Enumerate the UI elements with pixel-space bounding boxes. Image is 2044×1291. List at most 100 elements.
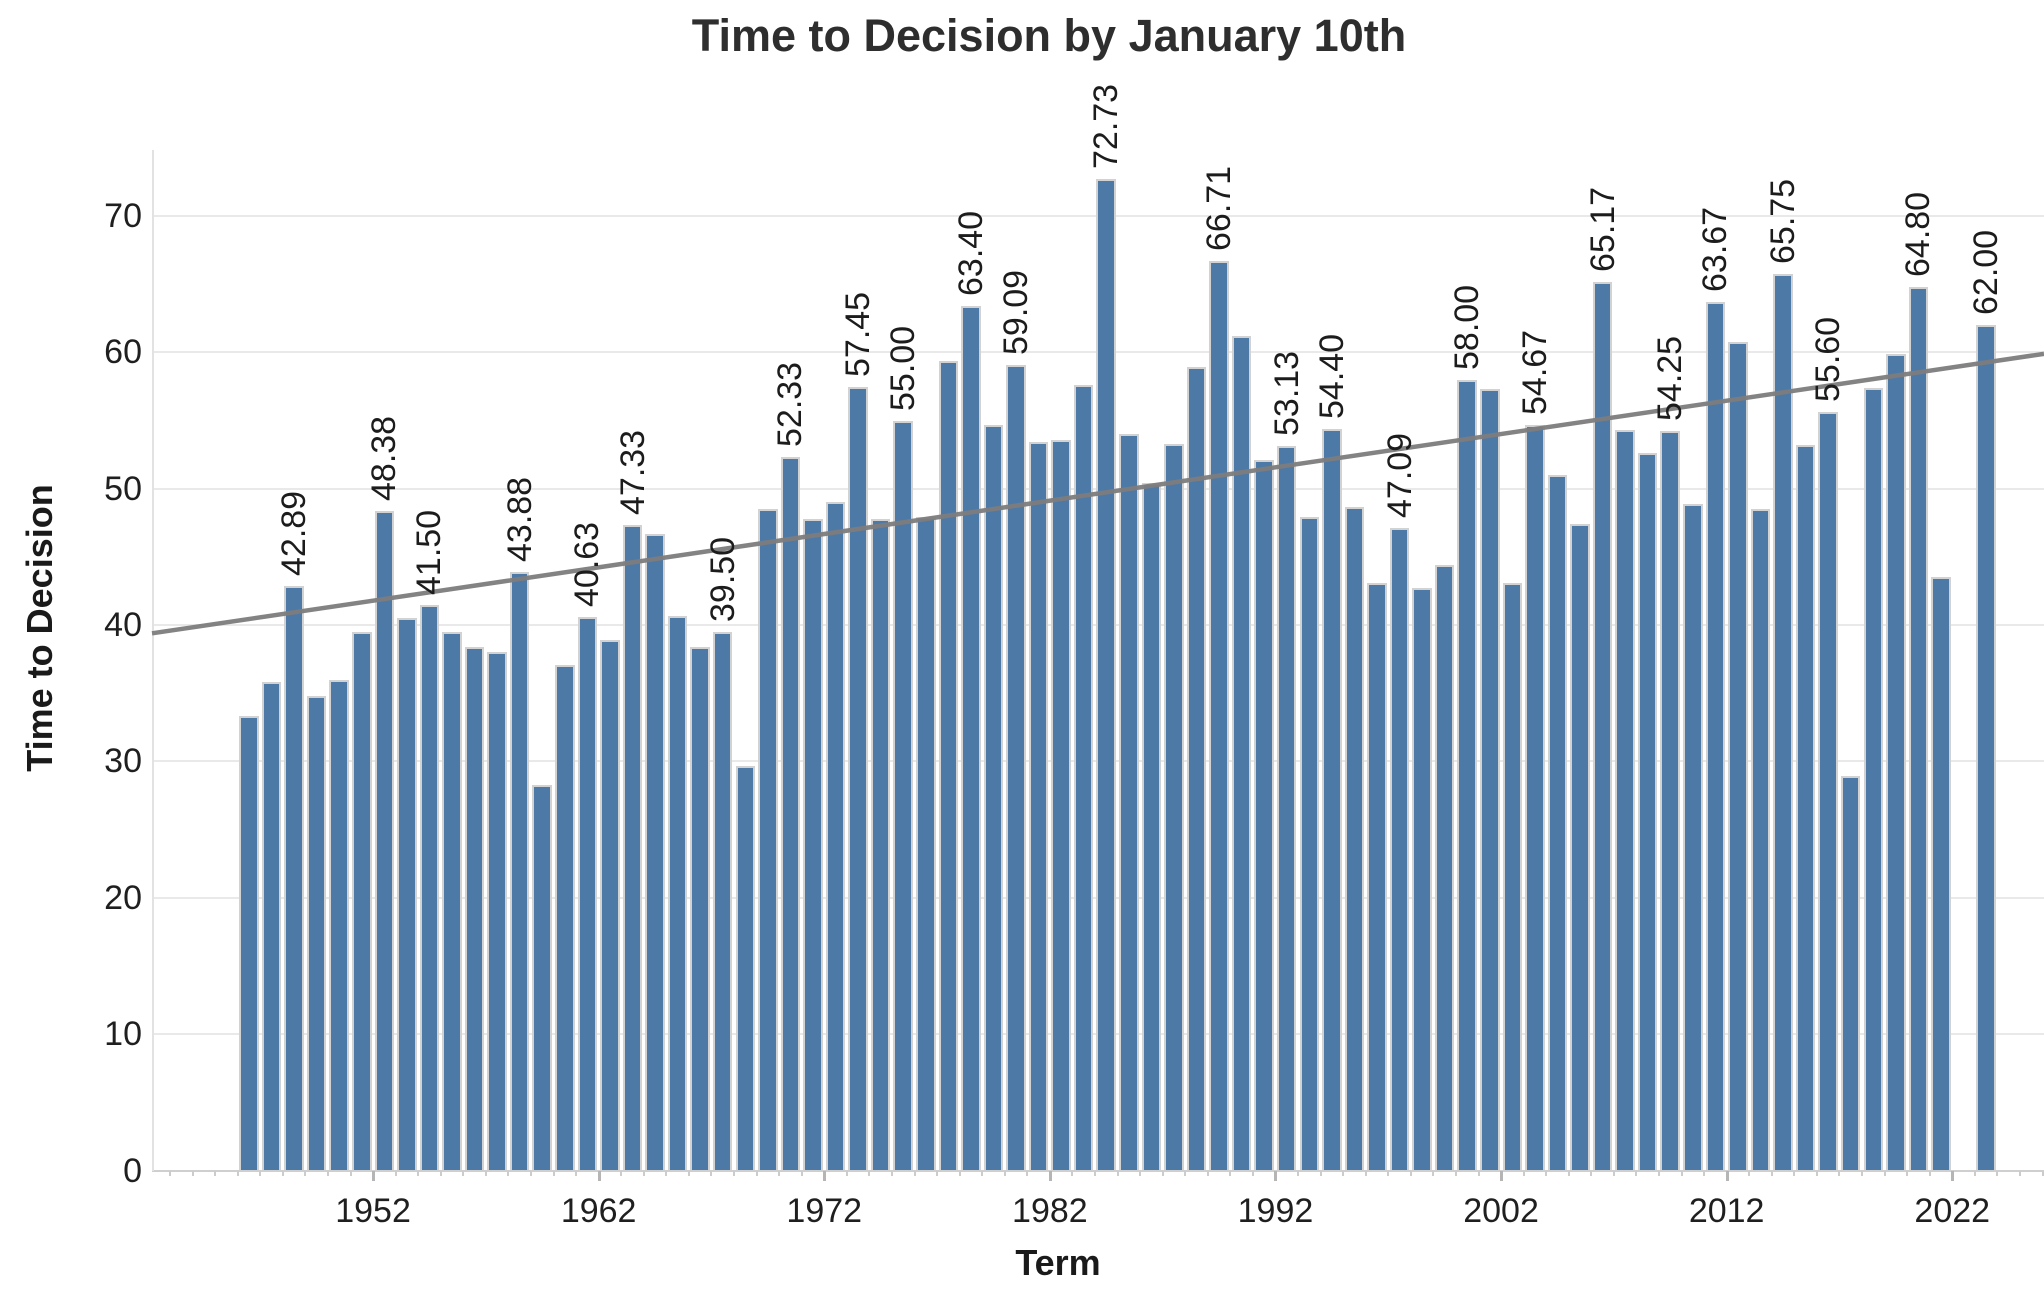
- bar-1952[interactable]: [374, 510, 395, 1171]
- bar-1980[interactable]: [1006, 364, 1026, 1171]
- bar-1977[interactable]: [938, 360, 959, 1171]
- x-tick-minor-1970: [778, 1171, 781, 1176]
- bar-2013[interactable]: [1750, 509, 1771, 1171]
- x-tick-minor-2000: [1454, 1171, 1457, 1176]
- bar-1967[interactable]: [712, 631, 733, 1171]
- bar-1976[interactable]: [916, 517, 936, 1171]
- bar-1971[interactable]: [803, 518, 823, 1171]
- x-tick-label-1992: 1992: [1237, 1192, 1314, 1230]
- bar-2000[interactable]: [1457, 379, 1477, 1171]
- x-tick-minor-2008: [1635, 1171, 1638, 1176]
- bar-1985[interactable]: [1119, 434, 1139, 1171]
- bar-1996[interactable]: [1367, 582, 1387, 1171]
- bar-2014[interactable]: [1773, 274, 1793, 1171]
- bar-1968[interactable]: [735, 765, 756, 1171]
- x-tick-minor-1978: [958, 1171, 961, 1176]
- bar-1986[interactable]: [1141, 483, 1162, 1171]
- bar-2009[interactable]: [1660, 430, 1680, 1171]
- bar-1955[interactable]: [442, 631, 462, 1171]
- bar-1979[interactable]: [983, 424, 1004, 1171]
- bar-1997[interactable]: [1389, 528, 1410, 1171]
- bar-2018[interactable]: [1863, 387, 1884, 1171]
- bar-1992[interactable]: [1276, 446, 1297, 1171]
- bar-1948[interactable]: [284, 585, 304, 1171]
- bar-2007[interactable]: [1615, 430, 1635, 1171]
- x-tick-minor-2003: [1522, 1171, 1525, 1176]
- bar-1982[interactable]: [1051, 439, 1071, 1171]
- x-tick-minor-2023: [1973, 1171, 1976, 1176]
- bar-1983[interactable]: [1073, 385, 1094, 1171]
- bar-2017[interactable]: [1840, 776, 1861, 1171]
- bar-2004[interactable]: [1547, 475, 1568, 1171]
- bar-1966[interactable]: [690, 646, 710, 1171]
- bar-1999[interactable]: [1434, 565, 1455, 1171]
- bar-1964[interactable]: [645, 533, 665, 1171]
- bar-1960[interactable]: [555, 664, 575, 1171]
- bar-1949[interactable]: [306, 696, 327, 1171]
- x-tick-minor-1999: [1432, 1171, 1435, 1176]
- bar-2005[interactable]: [1570, 524, 1590, 1171]
- bar-1959[interactable]: [532, 784, 552, 1171]
- bar-1993[interactable]: [1299, 517, 1320, 1171]
- bar-1987[interactable]: [1164, 443, 1184, 1171]
- bar-1973[interactable]: [848, 387, 868, 1171]
- x-tick-minor-1958: [507, 1171, 510, 1176]
- bar-1958[interactable]: [509, 572, 530, 1171]
- bar-2020[interactable]: [1908, 287, 1929, 1171]
- bar-value-label-2023: 62.00: [1967, 230, 2006, 316]
- x-tick-major-2012: [1725, 1171, 1729, 1181]
- bar-2015[interactable]: [1795, 445, 1816, 1171]
- bar-1947[interactable]: [261, 682, 282, 1171]
- bar-2008[interactable]: [1637, 453, 1658, 1171]
- x-tick-minor-1985: [1116, 1171, 1119, 1176]
- bar-1961[interactable]: [577, 616, 598, 1171]
- bar-1950[interactable]: [329, 679, 349, 1171]
- bar-1991[interactable]: [1254, 460, 1274, 1171]
- bar-value-label-2020: 64.80: [1899, 191, 1938, 278]
- bar-1972[interactable]: [825, 502, 846, 1171]
- bar-1984[interactable]: [1096, 178, 1116, 1171]
- bar-2001[interactable]: [1480, 389, 1500, 1171]
- bar-1978[interactable]: [961, 306, 981, 1171]
- bar-2010[interactable]: [1683, 503, 1703, 1171]
- x-tick-minor-1961: [575, 1171, 578, 1176]
- bar-2019[interactable]: [1886, 353, 1906, 1171]
- bar-1998[interactable]: [1412, 588, 1432, 1171]
- bar-1962[interactable]: [600, 640, 620, 1171]
- x-tick-minor-2014: [1770, 1171, 1773, 1176]
- bar-1974[interactable]: [870, 518, 891, 1171]
- bar-2006[interactable]: [1592, 281, 1613, 1171]
- x-tick-minor-1947: [259, 1171, 262, 1176]
- bar-1965[interactable]: [667, 615, 688, 1171]
- bar-value-label-1978: 63.40: [951, 211, 990, 297]
- bar-2003[interactable]: [1525, 425, 1545, 1171]
- bar-1957[interactable]: [487, 652, 507, 1171]
- bar-1988[interactable]: [1186, 367, 1207, 1171]
- bar-1969[interactable]: [758, 509, 778, 1171]
- bar-1989[interactable]: [1209, 260, 1229, 1171]
- bar-2012[interactable]: [1728, 341, 1748, 1171]
- bar-1970[interactable]: [780, 457, 801, 1171]
- bar-1946[interactable]: [239, 716, 259, 1171]
- bar-2011[interactable]: [1705, 302, 1726, 1171]
- bar-1994[interactable]: [1322, 428, 1342, 1171]
- bar-2016[interactable]: [1818, 412, 1838, 1171]
- bar-1951[interactable]: [352, 631, 372, 1171]
- x-tick-label-2022: 2022: [1914, 1192, 1991, 1230]
- x-tick-minor-1977: [936, 1171, 939, 1176]
- bar-1975[interactable]: [893, 420, 913, 1171]
- bar-value-label-2006: 65.17: [1583, 186, 1622, 272]
- bar-1953[interactable]: [397, 618, 417, 1171]
- bar-2002[interactable]: [1502, 582, 1523, 1171]
- bar-1963[interactable]: [622, 525, 643, 1171]
- bar-1981[interactable]: [1028, 442, 1049, 1171]
- bar-2021[interactable]: [1931, 577, 1951, 1171]
- bar-1990[interactable]: [1231, 336, 1252, 1171]
- bar-2023[interactable]: [1976, 325, 1996, 1171]
- bar-1956[interactable]: [464, 646, 485, 1171]
- bar-1995[interactable]: [1344, 506, 1365, 1171]
- y-axis-title: Time to Decision: [19, 484, 60, 772]
- x-tick-minor-1944: [191, 1171, 194, 1176]
- x-tick-minor-1965: [665, 1171, 668, 1176]
- bar-1954[interactable]: [419, 604, 440, 1171]
